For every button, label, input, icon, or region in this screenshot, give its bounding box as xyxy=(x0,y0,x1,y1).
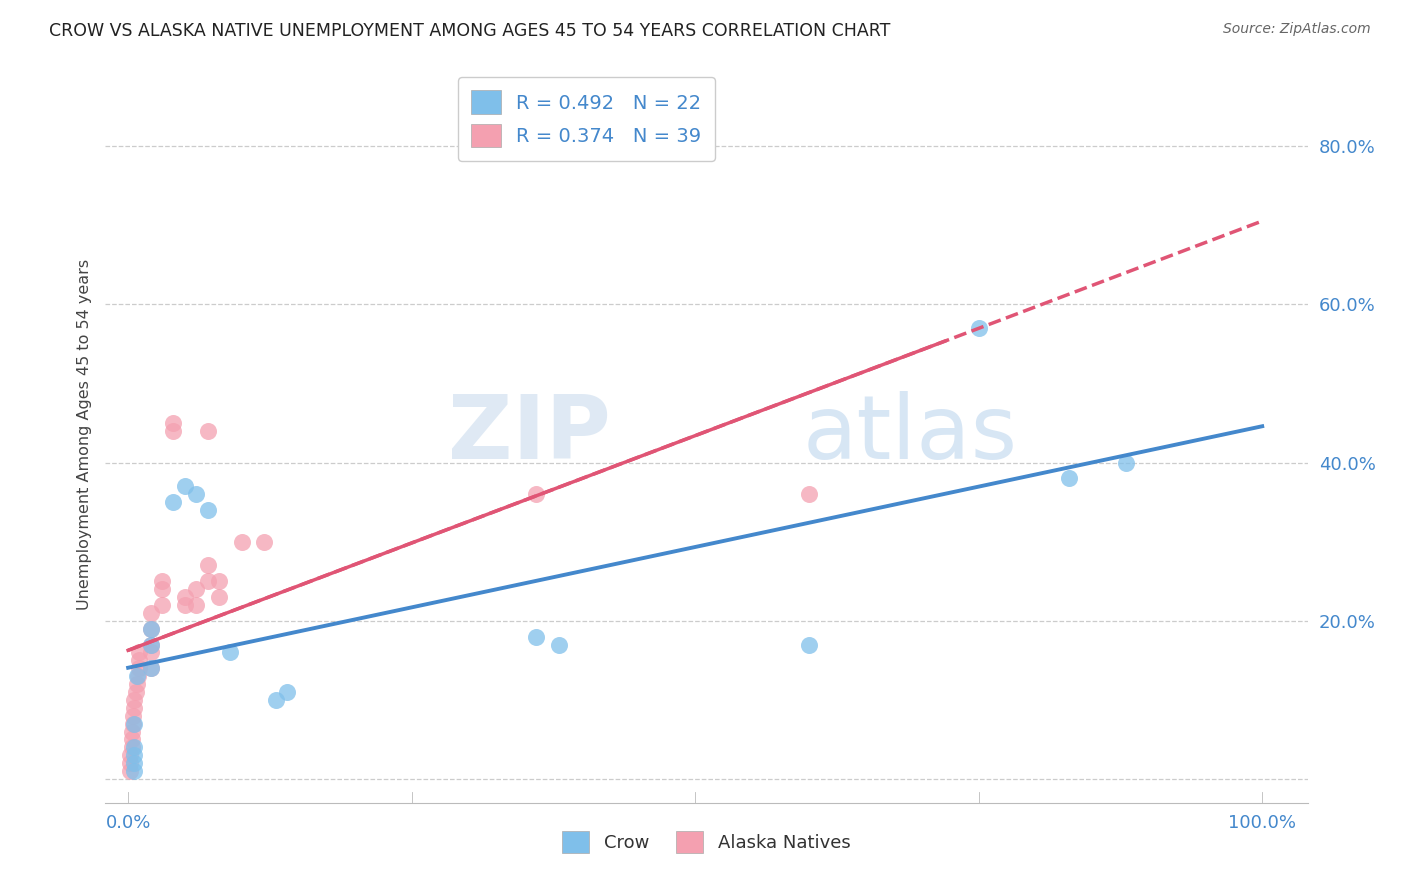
Point xyxy=(162,495,184,509)
Point xyxy=(526,487,548,501)
Point xyxy=(139,622,162,636)
Point xyxy=(231,534,253,549)
Point xyxy=(121,716,143,731)
Point xyxy=(197,574,219,589)
Text: CROW VS ALASKA NATIVE UNEMPLOYMENT AMONG AGES 45 TO 54 YEARS CORRELATION CHART: CROW VS ALASKA NATIVE UNEMPLOYMENT AMONG… xyxy=(49,22,890,40)
Point xyxy=(120,748,142,763)
Point xyxy=(122,693,145,707)
Point xyxy=(276,685,298,699)
Point xyxy=(121,708,143,723)
Y-axis label: Unemployment Among Ages 45 to 54 years: Unemployment Among Ages 45 to 54 years xyxy=(76,260,91,610)
Point xyxy=(797,638,820,652)
Point xyxy=(208,590,231,604)
Point xyxy=(197,424,219,438)
Point xyxy=(1115,456,1137,470)
Point xyxy=(122,764,145,779)
Point xyxy=(219,645,242,659)
Point xyxy=(139,638,162,652)
Point xyxy=(139,606,162,620)
Point xyxy=(186,598,208,612)
Point xyxy=(120,764,142,779)
Point xyxy=(139,645,162,659)
Point xyxy=(122,740,145,755)
Point xyxy=(139,638,162,652)
Point xyxy=(139,622,162,636)
Point xyxy=(127,669,149,683)
Point xyxy=(967,321,990,335)
Point xyxy=(173,479,195,493)
Point xyxy=(186,487,208,501)
Point xyxy=(162,416,184,430)
Point xyxy=(128,661,150,675)
Point xyxy=(122,748,145,763)
Point xyxy=(122,756,145,771)
Point xyxy=(125,685,148,699)
Point xyxy=(128,653,150,667)
Point xyxy=(122,716,145,731)
Point xyxy=(173,590,195,604)
Point xyxy=(121,732,143,747)
Point xyxy=(139,661,162,675)
Text: Source: ZipAtlas.com: Source: ZipAtlas.com xyxy=(1223,22,1371,37)
Text: ZIP: ZIP xyxy=(447,392,610,478)
Point xyxy=(162,424,184,438)
Point xyxy=(797,487,820,501)
Point xyxy=(264,693,287,707)
Legend: Crow, Alaska Natives: Crow, Alaska Natives xyxy=(555,823,858,860)
Point xyxy=(526,630,548,644)
Point xyxy=(253,534,276,549)
Point xyxy=(120,756,142,771)
Point xyxy=(128,645,150,659)
Point xyxy=(121,724,143,739)
Point xyxy=(173,598,195,612)
Point xyxy=(1059,471,1081,485)
Point xyxy=(127,677,149,691)
Point xyxy=(208,574,231,589)
Point xyxy=(122,701,145,715)
Point xyxy=(121,740,143,755)
Point xyxy=(139,661,162,675)
Point xyxy=(150,574,173,589)
Point xyxy=(197,503,219,517)
Point xyxy=(127,669,149,683)
Point xyxy=(186,582,208,596)
Point xyxy=(150,582,173,596)
Point xyxy=(548,638,571,652)
Text: atlas: atlas xyxy=(803,392,1018,478)
Point xyxy=(150,598,173,612)
Point xyxy=(197,558,219,573)
